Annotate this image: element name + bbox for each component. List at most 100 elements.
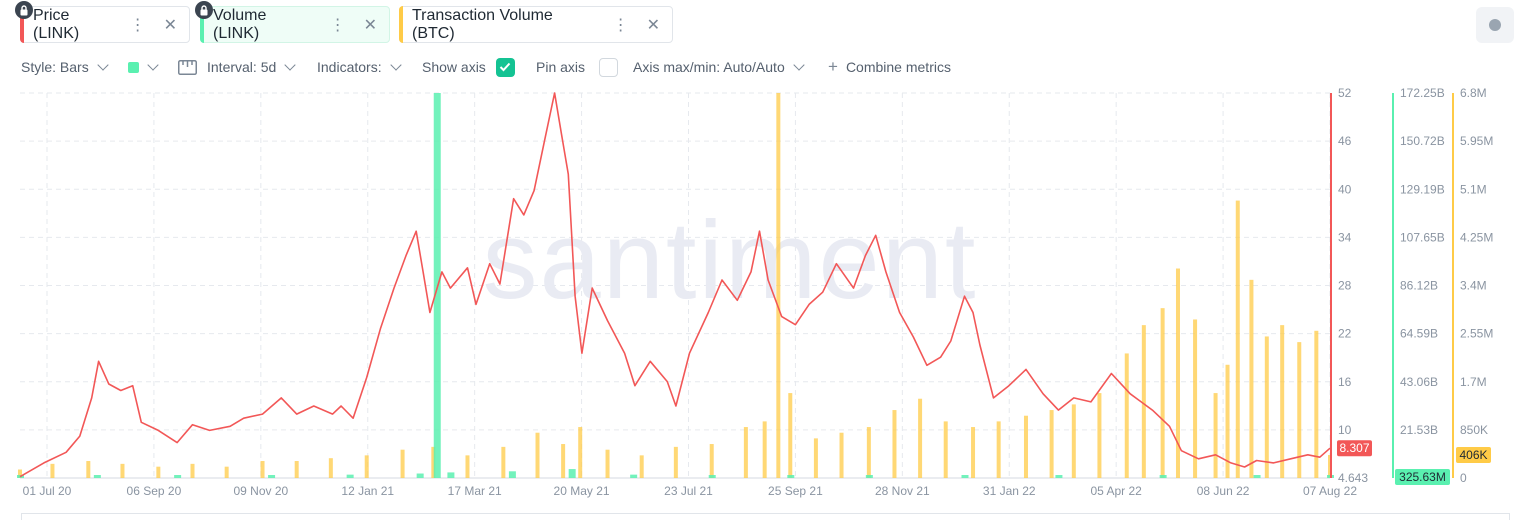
x-axis: 01 Jul 20 06 Sep 20 09 Nov 20 12 Jan 21 17 M… [23,484,1358,498]
y-tick-label: 150.72B [1400,134,1445,148]
transaction-volume-bar [788,393,793,478]
transaction-volume-bar [605,449,610,478]
transaction-volume-bar [1175,268,1180,478]
transaction-volume-bar [1314,330,1319,478]
lock-icon [195,1,213,19]
y-tick-label: 21.53B [1400,423,1438,437]
navigator-bar[interactable] [21,513,1510,520]
y-tick-label: 5.95M [1460,134,1493,148]
x-tick-label: 01 Jul 20 [23,484,72,498]
lock-icon [15,1,33,19]
transaction-volume-bar [1213,393,1218,478]
x-tick-label: 08 Jun 22 [1197,484,1250,498]
record-button[interactable] [1476,7,1514,43]
pin-axis-toggle[interactable]: Pin axis [536,56,619,78]
transaction-volume-bar [535,432,540,478]
transaction-volume-bar [501,446,506,478]
transaction-volume-bar [431,446,436,478]
link-volume-bar [268,475,276,478]
transaction-volume-bar [1160,308,1165,478]
tab-label: Transaction Volume (BTC) [412,6,553,42]
transaction-volume-bar [1264,336,1269,478]
transaction-volume-bar [1023,415,1028,478]
axis-maxmin-label: Axis max/min: Auto/Auto [633,59,785,75]
check-icon [500,62,511,72]
link-volume-bar [568,469,576,478]
indicators-dropdown[interactable]: Indicators: [317,56,402,78]
transaction-volume-bar [561,444,566,478]
transaction-volume-bar [813,438,818,478]
y-tick-label: 6.8M [1460,86,1487,100]
y-tick-label: 172.25B [1400,86,1445,100]
link-volume-bar [508,471,516,478]
more-options-icon[interactable]: ⋮ [329,16,346,34]
transaction-volume-bar [465,455,470,478]
link-volume-bar [416,473,424,478]
tab-label: Volume (LINK) [213,6,267,42]
link-volume-bar [447,472,455,478]
style-dropdown[interactable]: Style: Bars [21,56,109,78]
x-tick-label: 07 Aug 22 [1303,484,1357,498]
link-volume-bar [708,475,716,478]
transaction-volume-bar [120,463,125,478]
tab-transaction-volume[interactable]: Transaction Volume (BTC) ⋮ ✕ [399,6,673,43]
transaction-volume-bar [1297,342,1302,478]
interval-dropdown[interactable]: Interval: 5d [178,56,296,78]
interval-label: Interval: 5d [207,59,277,75]
x-tick-label: 17 Mar 21 [448,484,502,498]
close-icon[interactable]: ✕ [646,16,660,34]
pin-axis-checkbox[interactable] [599,57,619,77]
show-axis-checkbox[interactable] [495,57,515,77]
x-tick-label: 20 May 21 [554,484,610,498]
x-tick-label: 12 Jan 21 [341,484,394,498]
transaction-volume-bar [918,398,923,478]
pin-axis-label: Pin axis [536,59,586,75]
watermark: santiment [483,199,978,322]
close-icon[interactable]: ✕ [163,16,177,34]
color-dropdown[interactable] [128,56,159,78]
record-icon [1489,19,1501,31]
y-tick-label: 52 [1338,86,1352,100]
y-tick-label: 34 [1338,230,1352,244]
value-badge-label: 8.307 [1339,441,1369,455]
value-badge-bg [1337,440,1372,457]
more-options-icon[interactable]: ⋮ [129,16,146,34]
x-tick-label: 23 Jul 21 [664,484,713,498]
interval-icon [178,59,197,75]
y-tick-label: 2.55M [1460,327,1493,341]
tab-color-stripe [20,6,24,43]
y-tick-label: 4.25M [1460,230,1493,244]
more-options-icon[interactable]: ⋮ [612,16,629,34]
transaction-volume-bar [190,463,195,478]
tab-price[interactable]: Price (LINK) ⋮ ✕ [15,1,190,43]
y-tick-label: 64.59B [1400,327,1438,341]
transaction-volume-bar [762,421,767,478]
value-badge-bg [1456,447,1491,463]
show-axis-toggle[interactable]: Show axis [422,56,515,78]
link-volume-bar [1159,475,1167,478]
transaction-volume-bar [1071,404,1076,478]
y-tick-label: 46 [1338,134,1352,148]
transaction-volume-bar [86,461,91,478]
link-volume-bar [961,475,969,478]
transaction-volume-bar [1049,410,1054,478]
transaction-volume-bar [892,410,897,478]
color-swatch [128,61,139,73]
axis-maxmin-dropdown[interactable]: Axis max/min: Auto/Auto [633,56,805,78]
y-tick-label: 4.643 [1338,471,1368,485]
tab-volume[interactable]: Volume (LINK) ⋮ ✕ [195,1,390,43]
close-icon[interactable]: ✕ [363,16,377,34]
x-tick-label: 25 Sep 21 [768,484,823,498]
x-tick-label: 05 Apr 22 [1090,484,1142,498]
transaction-volume-bar [156,466,161,478]
combine-metrics-button[interactable]: + Combine metrics [828,56,951,78]
transaction-volume-bar [673,446,678,478]
style-label: Style: Bars [21,59,89,75]
y-tick-label: 5.1M [1460,182,1487,196]
plus-icon: + [828,57,838,76]
transaction-volume-bar [50,463,55,478]
price-line [19,92,1331,478]
transaction-volume-bar [294,461,299,478]
transaction-volume-bar [866,427,871,478]
